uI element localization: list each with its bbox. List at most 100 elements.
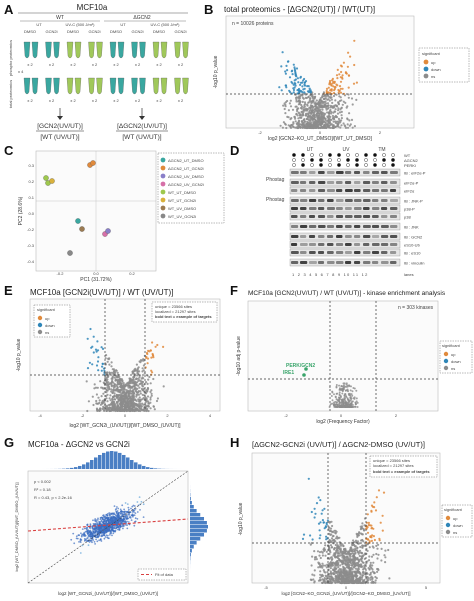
data-point <box>285 126 288 130</box>
data-point <box>353 559 357 562</box>
data-point <box>94 348 98 351</box>
blot-band <box>300 235 307 238</box>
data-point <box>370 509 373 512</box>
kinase-point <box>338 397 341 400</box>
data-point <box>387 548 390 552</box>
data-point <box>343 556 347 559</box>
data-point <box>100 519 103 522</box>
data-point <box>138 376 141 379</box>
data-point <box>349 553 352 556</box>
data-point <box>126 503 129 505</box>
pca-point <box>43 175 49 181</box>
data-point <box>323 507 326 510</box>
data-point <box>311 538 314 541</box>
lane-marker <box>319 158 323 162</box>
sample-tube <box>45 41 52 59</box>
histogram-bar <box>146 467 150 469</box>
data-point <box>105 407 109 410</box>
data-point <box>298 97 301 100</box>
data-point <box>153 408 156 411</box>
data-point <box>97 535 100 537</box>
data-point <box>284 112 287 115</box>
data-point <box>333 546 336 550</box>
data-point <box>117 528 119 531</box>
data-point <box>295 100 298 103</box>
data-point <box>336 544 339 547</box>
data-point <box>140 359 143 362</box>
data-point <box>352 557 355 560</box>
data-point <box>309 543 312 546</box>
data-point <box>128 377 131 381</box>
data-point <box>312 118 315 121</box>
kinase-point <box>355 389 358 392</box>
replicate-label: x 2 <box>27 62 33 67</box>
legend-swatch <box>160 189 166 195</box>
data-point <box>84 530 87 533</box>
data-point <box>154 345 157 348</box>
data-point <box>127 517 129 520</box>
data-point <box>335 551 338 554</box>
data-point <box>108 514 111 517</box>
data-point <box>359 528 362 531</box>
data-point <box>113 527 116 529</box>
data-point <box>308 87 311 90</box>
data-point <box>96 349 100 352</box>
blot-strip <box>289 204 401 213</box>
data-point <box>126 381 129 384</box>
kinase-point <box>349 406 352 408</box>
data-point <box>340 106 343 109</box>
blot-band <box>363 171 370 174</box>
data-point <box>329 564 332 567</box>
data-point <box>114 379 117 382</box>
panel-c-ylabel: PC2 (28.6%) <box>18 196 24 225</box>
data-point <box>129 386 132 389</box>
blot-label: IB : eIF2α-P <box>404 171 426 176</box>
data-point <box>325 126 328 129</box>
data-point <box>308 109 312 112</box>
data-point <box>346 561 349 564</box>
data-point <box>292 63 295 66</box>
data-point <box>113 372 116 375</box>
data-point <box>338 548 341 551</box>
lane-marker <box>292 158 296 162</box>
data-point <box>123 513 126 516</box>
data-point <box>105 354 108 357</box>
kinase-point <box>341 406 344 408</box>
data-point <box>118 388 121 392</box>
data-point <box>340 581 343 585</box>
data-point <box>121 391 124 395</box>
data-point <box>294 84 297 87</box>
data-point <box>301 100 304 103</box>
data-point <box>307 96 310 99</box>
data-point <box>310 116 313 119</box>
blot-label: eIF2α-P <box>404 181 419 186</box>
panel-b-xlabel: log2 [GCN2–KO_UT_DMSO]/[WT_UT_DMSO] <box>268 136 373 142</box>
data-point <box>302 111 305 114</box>
data-point <box>124 502 127 504</box>
data-point <box>351 568 354 571</box>
data-point <box>369 578 372 581</box>
blot-band <box>336 251 344 254</box>
data-point <box>313 111 316 114</box>
data-point <box>353 63 356 67</box>
panel-b-note: n = 10026 proteins <box>232 21 274 27</box>
data-point <box>131 399 135 402</box>
data-point <box>351 573 354 576</box>
blot-band <box>345 225 352 228</box>
data-point <box>360 578 363 581</box>
data-point <box>147 349 150 352</box>
panel-h-info3: bold text = example of targets <box>373 469 430 474</box>
blot-band <box>336 225 343 228</box>
data-point <box>149 396 152 399</box>
data-point <box>346 123 349 126</box>
data-point <box>320 100 324 103</box>
data-point <box>150 369 153 372</box>
data-point <box>351 103 354 106</box>
blot-label: IB : JNK <box>404 225 419 230</box>
data-point <box>363 573 366 576</box>
data-point <box>350 118 354 121</box>
data-point <box>327 124 330 127</box>
kinase-point <box>343 396 346 399</box>
data-point <box>106 517 108 520</box>
kinase-point <box>355 400 358 403</box>
